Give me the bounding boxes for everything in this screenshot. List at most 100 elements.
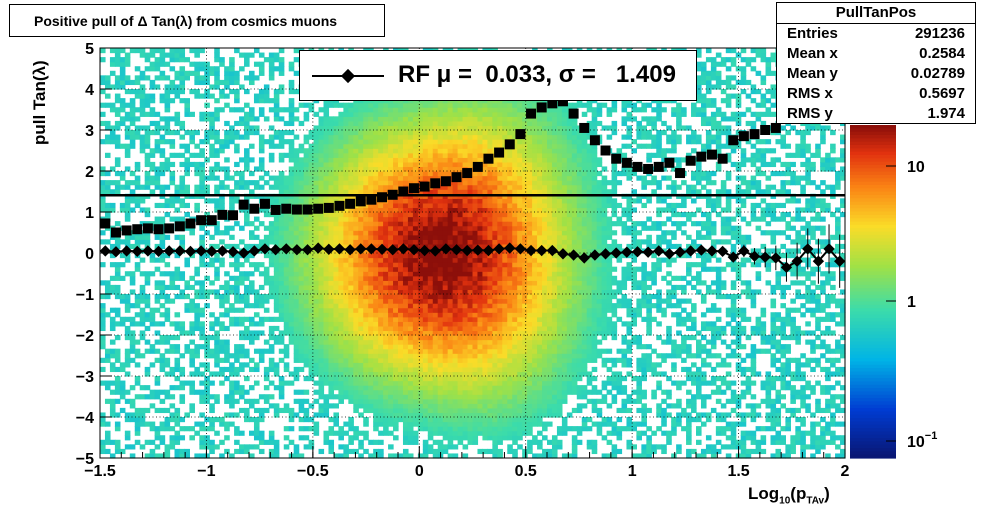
heat-cell [114, 284, 121, 291]
heat-cell [393, 389, 399, 395]
heat-cell [472, 239, 479, 245]
heat-cell [313, 171, 320, 177]
heat-cell [363, 189, 369, 195]
heat-cell [234, 143, 240, 149]
heat-cell [104, 189, 111, 195]
heat-cell [447, 294, 454, 300]
heat-cell [323, 157, 330, 163]
heat-cell [467, 139, 474, 145]
heat-cell [114, 376, 121, 382]
heat-cell [353, 116, 359, 122]
heat-cell [234, 389, 240, 395]
heat-cell [303, 312, 310, 318]
heat-cell [363, 198, 369, 204]
heat-cell [452, 403, 459, 409]
heat-cell [407, 371, 414, 377]
heat-cell [214, 148, 220, 154]
heat-cell [239, 335, 245, 341]
heat-cell [472, 394, 479, 400]
heat-cell [298, 271, 305, 277]
heat-cell [358, 389, 364, 395]
heat-cell [338, 335, 344, 341]
heat-cell [139, 148, 146, 154]
heat-cell [348, 216, 354, 222]
heat-cell [288, 307, 295, 313]
heat-cell [149, 394, 156, 400]
heat-cell [393, 357, 399, 363]
heat-cell [144, 93, 151, 99]
heat-cell [338, 139, 344, 145]
heat-cell [482, 212, 488, 218]
heat-cell [104, 385, 111, 391]
heat-cell [318, 303, 325, 309]
heat-cell [383, 111, 389, 117]
heat-cell [353, 184, 359, 190]
heat-cell [333, 371, 339, 377]
heat-cell [278, 216, 285, 222]
heat-cell [333, 184, 339, 190]
heat-cell [328, 357, 335, 363]
heat-cell [114, 111, 121, 117]
heat-cell [209, 148, 215, 154]
heat-cell [358, 412, 364, 418]
heat-cell [214, 207, 220, 213]
heat-cell [204, 353, 210, 359]
heat-cell [462, 316, 469, 322]
heat-cell [422, 412, 429, 418]
heat-cell [234, 284, 240, 291]
heat-cell [204, 398, 210, 404]
heat-cell [477, 426, 484, 432]
heat-cell [348, 325, 354, 332]
heat-cell [283, 175, 290, 181]
heat-cell [209, 439, 215, 445]
heat-cell [472, 303, 479, 309]
heat-cell [368, 207, 374, 213]
heat-cell [402, 102, 409, 108]
heat-cell [253, 130, 260, 136]
heat-cell [368, 102, 374, 108]
heat-cell [104, 348, 111, 354]
heat-cell [263, 371, 270, 377]
heat-cell [343, 212, 349, 218]
heat-cell [144, 98, 151, 104]
heat-cell [467, 321, 474, 327]
heat-cell [442, 212, 449, 218]
heat-cell [109, 348, 116, 354]
heat-cell [204, 70, 210, 76]
heat-cell [174, 184, 181, 190]
heat-cell [447, 107, 454, 113]
heat-cell [338, 294, 344, 300]
heat-cell [348, 107, 354, 113]
heat-cell [100, 380, 106, 386]
heat-cell [368, 321, 374, 327]
heat-cell [189, 284, 195, 291]
heat-cell [234, 148, 240, 154]
heat-cell [358, 353, 364, 359]
heat-cell [487, 344, 493, 350]
heat-cell [437, 439, 444, 445]
heat-cell [154, 435, 161, 441]
heat-cell [358, 262, 364, 268]
heat-cell [104, 289, 111, 295]
heat-cell [278, 298, 285, 304]
heat-cell [184, 171, 190, 177]
heat-cell [472, 275, 479, 281]
heat-cell [447, 389, 454, 395]
heat-cell [457, 417, 464, 423]
heat-cell [402, 330, 409, 336]
heat-cell [114, 93, 121, 99]
heat-cell [442, 316, 449, 322]
heat-cell [283, 225, 290, 231]
heat-cell [144, 212, 151, 218]
heat-cell [363, 330, 369, 336]
heat-cell [487, 225, 493, 231]
heat-cell [487, 339, 493, 345]
heat-cell [378, 120, 384, 127]
heat-cell [462, 161, 469, 168]
heat-cell [383, 335, 389, 341]
heat-cell [114, 398, 121, 404]
heat-cell [333, 453, 339, 459]
heat-cell [199, 289, 205, 295]
heat-cell [293, 321, 300, 327]
heat-cell [333, 403, 339, 409]
